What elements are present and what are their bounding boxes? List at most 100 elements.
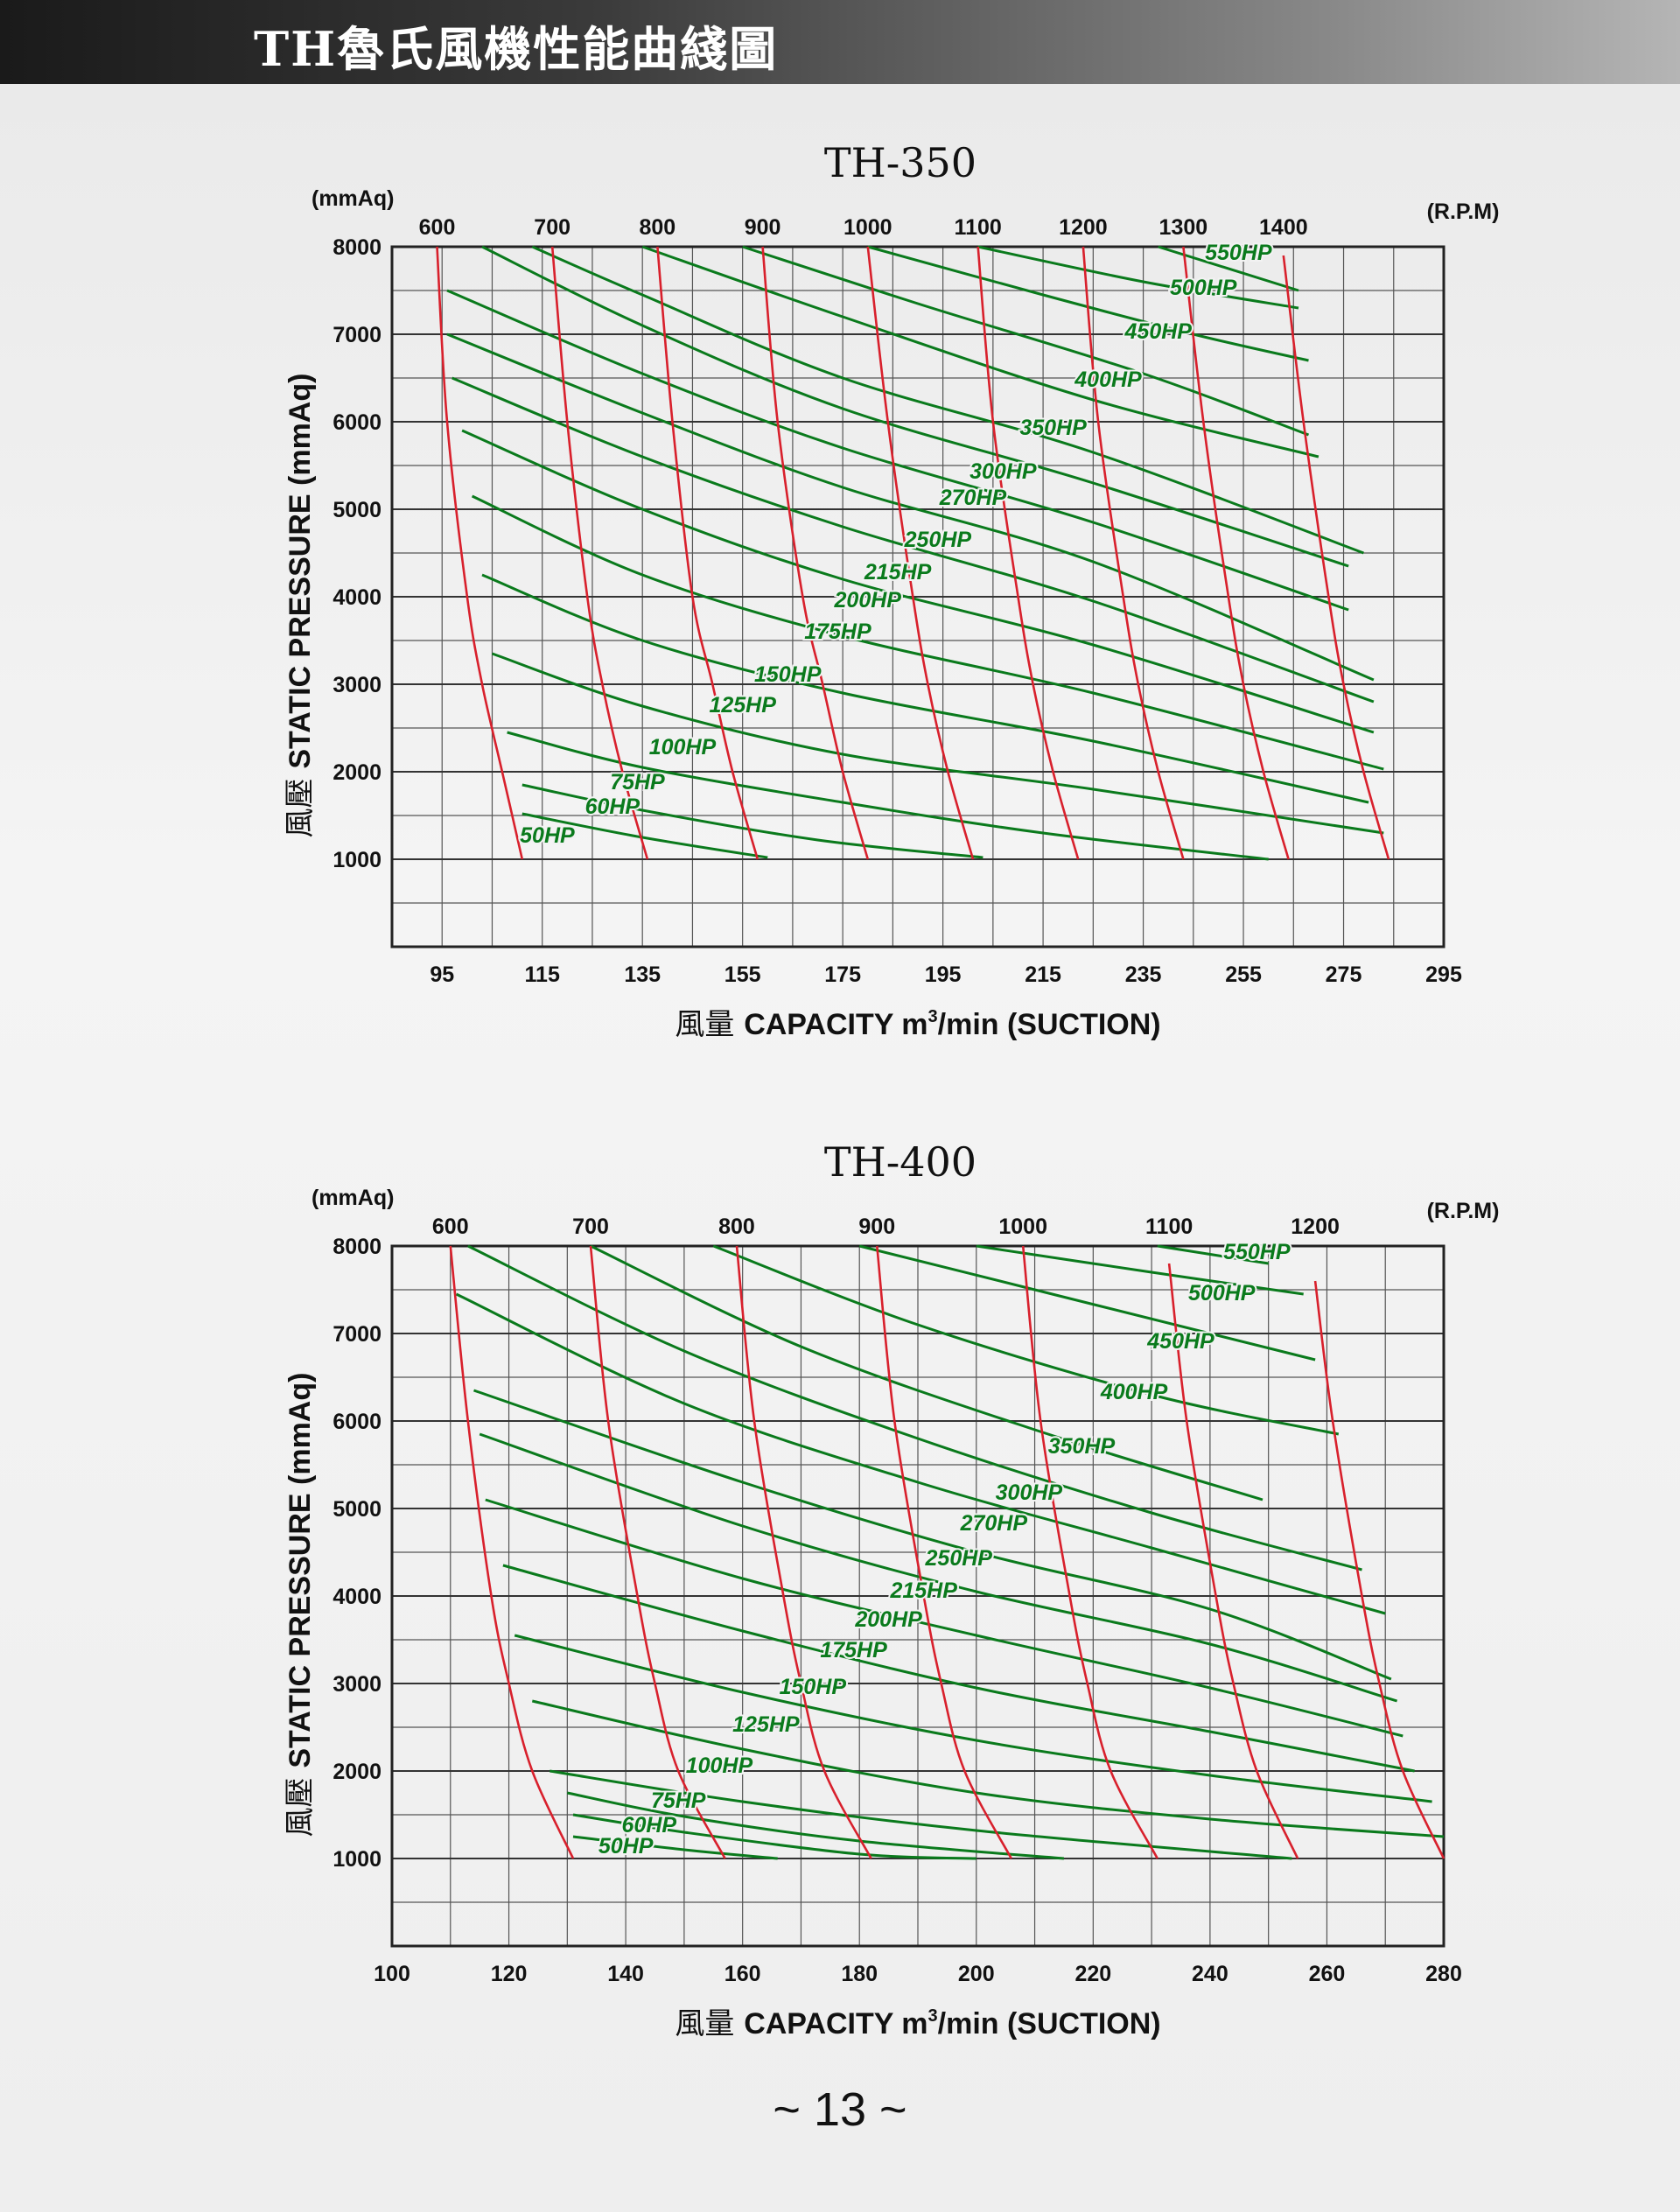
hp-label: 60HP bbox=[585, 794, 640, 819]
rpm-label: 1200 bbox=[1059, 215, 1108, 240]
hp-label: 125HP bbox=[732, 1712, 800, 1737]
x-axis-unit-base: m bbox=[901, 2007, 928, 2040]
y-tick-label: 1000 bbox=[332, 1847, 382, 1872]
x-tick-label: 195 bbox=[925, 962, 962, 987]
rpm-curve-700 bbox=[550, 246, 649, 860]
x-tick-label: 135 bbox=[624, 962, 661, 987]
hp-label: 550HP bbox=[1205, 241, 1272, 265]
chart-th350: TH-350 1000 2000 3000 4000 5000 6000 7000 8000 95… bbox=[283, 139, 1499, 1042]
y-tick-label: 4000 bbox=[332, 585, 382, 610]
hp-label: 200HP bbox=[854, 1607, 922, 1632]
rpm-label: 1400 bbox=[1259, 215, 1308, 240]
y-tick-label: 5000 bbox=[332, 498, 382, 522]
rpm-curve-1100 bbox=[976, 246, 1080, 860]
rpm-label: 600 bbox=[432, 1214, 469, 1239]
hp-label: 150HP bbox=[780, 1675, 847, 1699]
rpm-label: 1100 bbox=[955, 215, 1002, 240]
y-tick-label: 8000 bbox=[332, 1235, 382, 1259]
x-tick-label: 200 bbox=[958, 1962, 995, 1986]
hp-curve-400hp bbox=[742, 245, 1310, 437]
hp-label: 100HP bbox=[649, 735, 717, 760]
hp-curve-75hp bbox=[507, 731, 1269, 861]
hp-label: 125HP bbox=[709, 693, 776, 718]
x-axis-label-cn: 風量 bbox=[675, 2006, 744, 2041]
hp-curve-60hp bbox=[572, 1813, 976, 1860]
hp-label: 50HP bbox=[520, 823, 575, 848]
hp-curve-125hp bbox=[481, 573, 1369, 804]
hp-label: 450HP bbox=[1146, 1329, 1214, 1354]
hp-curve-50hp bbox=[572, 1835, 778, 1860]
hp-curve-500hp bbox=[977, 245, 1299, 310]
y-axis-unit: (mmAq) bbox=[284, 1373, 317, 1485]
rpm-label: 900 bbox=[858, 1214, 895, 1239]
hp-curve-270hp bbox=[455, 1292, 1386, 1615]
x-axis-unit-sup: 3 bbox=[928, 2006, 938, 2026]
hp-label: 250HP bbox=[925, 1546, 993, 1571]
y-tick-label: 3000 bbox=[332, 673, 382, 697]
hp-curve-50hp bbox=[522, 812, 768, 859]
hp-curve-250hp bbox=[446, 289, 1349, 612]
x-tick-label: 240 bbox=[1192, 1962, 1228, 1986]
hp-label: 550HP bbox=[1223, 1240, 1291, 1264]
hp-label: 215HP bbox=[864, 560, 932, 584]
page-number: ~ 13 ~ bbox=[773, 2083, 907, 2136]
y-tick-label: 5000 bbox=[332, 1497, 382, 1522]
rpm-label: 1100 bbox=[1145, 1214, 1193, 1239]
x-tick-label: 295 bbox=[1425, 962, 1462, 987]
hp-label: 270HP bbox=[960, 1511, 1028, 1536]
x-axis-label-cn: 風量 bbox=[675, 1007, 744, 1042]
hp-curve-350hp bbox=[590, 1244, 1264, 1502]
hp-label: 500HP bbox=[1170, 276, 1237, 300]
x-tick-label: 180 bbox=[841, 1962, 878, 1986]
rpm-curve-1000 bbox=[866, 246, 975, 860]
hp-curve-60hp bbox=[522, 783, 984, 859]
hp-curve-270hp bbox=[481, 245, 1349, 568]
x-tick-label: 175 bbox=[824, 962, 861, 987]
hp-curve-450hp bbox=[858, 1244, 1316, 1362]
plot-frame bbox=[390, 245, 1446, 948]
hp-curve-175hp bbox=[461, 429, 1375, 734]
rpm-curve-1200 bbox=[1082, 246, 1185, 860]
hp-curve-200hp bbox=[485, 1498, 1404, 1738]
hp-curves bbox=[446, 245, 1384, 861]
y-axis-label: 風壓 STATIC PRESSURE (mmAq) bbox=[283, 1373, 318, 1838]
hp-curve-150hp bbox=[514, 1634, 1432, 1803]
x-tick-label: 140 bbox=[607, 1962, 644, 1986]
hp-label: 150HP bbox=[754, 662, 822, 687]
rpm-curve-700 bbox=[589, 1245, 726, 1859]
hp-curve-400hp bbox=[712, 1244, 1340, 1436]
x-tick-label: 115 bbox=[525, 962, 560, 987]
y-tick-label: 8000 bbox=[332, 235, 382, 260]
hp-curve-175hp bbox=[502, 1564, 1415, 1773]
rpm-curves bbox=[449, 1245, 1446, 1859]
y-tick-label: 6000 bbox=[332, 1410, 382, 1434]
chart-title: TH-400 bbox=[824, 1138, 976, 1186]
hp-curve-215hp bbox=[446, 332, 1375, 682]
hp-label: 60HP bbox=[622, 1813, 677, 1838]
x-axis-unit-base: m bbox=[901, 1008, 928, 1041]
rpm-label: 800 bbox=[718, 1214, 755, 1239]
rpm-curve-900 bbox=[761, 246, 870, 860]
hp-label: 75HP bbox=[651, 1788, 706, 1813]
hp-label: 175HP bbox=[820, 1638, 887, 1662]
rpm-curve-600 bbox=[436, 246, 524, 860]
hp-label: 450HP bbox=[1124, 319, 1193, 344]
rpm-curve-600 bbox=[449, 1245, 575, 1859]
x-axis-label: 風量 CAPACITY m3/min (SUCTION) bbox=[675, 2006, 1160, 2041]
hp-curve-500hp bbox=[976, 1244, 1304, 1296]
x-tick-label: 255 bbox=[1225, 962, 1262, 987]
x-tick-label: 120 bbox=[491, 1962, 528, 1986]
header-banner: TH魯氏風機性能曲綫圖 bbox=[0, 0, 1680, 84]
x-axis-label-en: CAPACITY bbox=[744, 1008, 901, 1041]
hp-label: 100HP bbox=[686, 1754, 753, 1778]
y-axis-label-cn: 風壓 bbox=[283, 769, 318, 838]
rpm-curves bbox=[436, 246, 1390, 860]
rpm-label: 1300 bbox=[1159, 215, 1208, 240]
y-axis-label-en: STATIC PRESSURE bbox=[284, 1485, 317, 1768]
hp-label: 300HP bbox=[996, 1480, 1063, 1505]
rpm-curve-1000 bbox=[1021, 1245, 1158, 1859]
hp-label: 300HP bbox=[970, 459, 1037, 484]
y-tick-label: 1000 bbox=[332, 848, 382, 872]
y-axis-label-en: STATIC PRESSURE bbox=[284, 486, 317, 769]
y-tick-label: 7000 bbox=[332, 1322, 382, 1347]
